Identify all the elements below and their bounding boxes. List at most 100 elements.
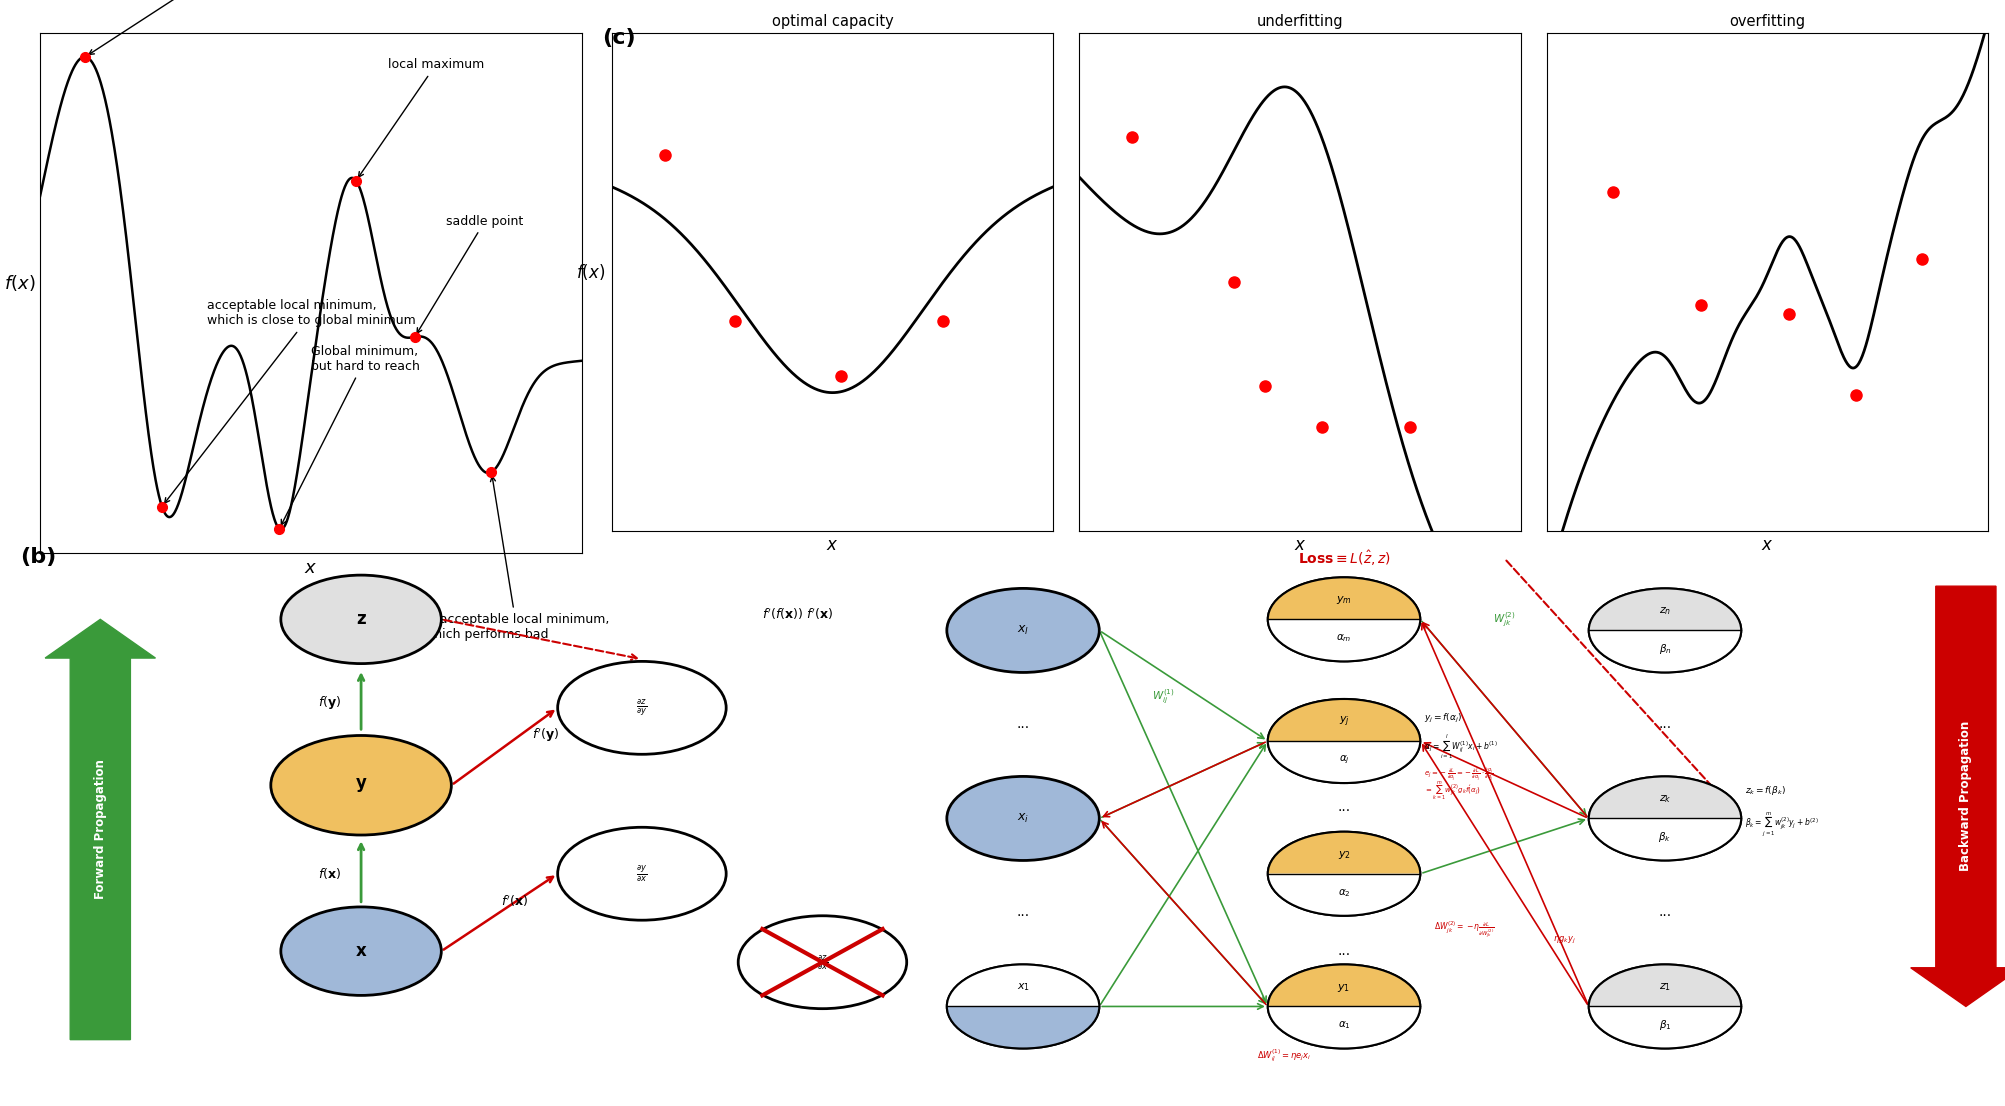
X-axis label: $\mathit{x}$: $\mathit{x}$ <box>1760 536 1772 554</box>
Text: local maximum: local maximum <box>359 59 483 177</box>
Circle shape <box>1267 577 1420 661</box>
Wedge shape <box>1588 776 1740 818</box>
Text: $f'(\mathbf{y})$: $f'(\mathbf{y})$ <box>531 727 557 744</box>
FancyArrow shape <box>1911 586 2005 1006</box>
Text: $g_k = -\frac{\partial L(\hat{z},z)}{\partial \beta_k}$: $g_k = -\frac{\partial L(\hat{z},z)}{\pa… <box>1594 793 1640 811</box>
Text: $x_i$: $x_i$ <box>1017 812 1029 825</box>
Text: $\frac{\partial z}{\partial x}$: $\frac{\partial z}{\partial x}$ <box>816 952 828 972</box>
Circle shape <box>1588 588 1740 672</box>
Text: ...: ... <box>1017 718 1029 731</box>
Text: $e_j = -\frac{\partial L}{\partial \alpha_j} = -\frac{\partial L}{\partial \alph: $e_j = -\frac{\partial L}{\partial \alph… <box>1424 765 1494 783</box>
Wedge shape <box>1588 588 1740 630</box>
Circle shape <box>281 907 441 995</box>
Text: ...: ... <box>1337 945 1349 958</box>
Text: $\beta_k$: $\beta_k$ <box>1658 831 1670 844</box>
Wedge shape <box>1267 577 1420 619</box>
Text: local maximum,
maybe the global maximum: local maximum, maybe the global maximum <box>88 0 351 54</box>
Wedge shape <box>946 964 1099 1006</box>
Wedge shape <box>1267 619 1420 661</box>
Text: $z_k = f(\beta_k)$: $z_k = f(\beta_k)$ <box>1744 784 1784 797</box>
Text: $f'(\mathbf{x})$: $f'(\mathbf{x})$ <box>501 894 527 909</box>
Wedge shape <box>946 1006 1099 1048</box>
Text: $x_l$: $x_l$ <box>1017 624 1029 637</box>
Text: Backward Propagation: Backward Propagation <box>1959 721 1971 872</box>
Text: $\beta_1$: $\beta_1$ <box>1658 1019 1670 1032</box>
Circle shape <box>1267 964 1420 1048</box>
FancyArrow shape <box>46 619 156 1040</box>
Text: $y_j = f(\alpha_j)$: $y_j = f(\alpha_j)$ <box>1424 712 1462 726</box>
Title: optimal capacity: optimal capacity <box>772 14 892 29</box>
Circle shape <box>946 776 1099 860</box>
Circle shape <box>1588 964 1740 1048</box>
Text: $\alpha_m$: $\alpha_m$ <box>1335 633 1351 644</box>
Text: $\eta g_k y_j$: $\eta g_k y_j$ <box>1552 935 1576 946</box>
Text: $x_1$: $x_1$ <box>1017 982 1029 993</box>
Text: $z_1$: $z_1$ <box>1658 982 1670 993</box>
Text: $\frac{\partial y}{\partial x}$: $\frac{\partial y}{\partial x}$ <box>636 864 648 884</box>
Text: $= \sum_{k=1}^m w_{jk}^{(2)} g_k f\'(\alpha_j)$: $= \sum_{k=1}^m w_{jk}^{(2)} g_k f\'(\al… <box>1424 780 1480 802</box>
Text: $\mathbf{Loss} \equiv L(\hat{z}, z)$: $\mathbf{Loss} \equiv L(\hat{z}, z)$ <box>1297 549 1389 568</box>
Wedge shape <box>1267 741 1420 783</box>
Wedge shape <box>1267 964 1420 1006</box>
Text: Global minimum,
but hard to reach: Global minimum, but hard to reach <box>281 345 419 525</box>
Text: $f(\mathbf{x})$: $f(\mathbf{x})$ <box>317 866 341 881</box>
Text: $\beta_n$: $\beta_n$ <box>1658 643 1670 656</box>
Wedge shape <box>1267 832 1420 874</box>
Wedge shape <box>1588 818 1740 860</box>
Text: $\mathbf{z}$: $\mathbf{z}$ <box>355 611 367 628</box>
Text: saddle point: saddle point <box>417 215 523 333</box>
Text: $\mathbf{y}$: $\mathbf{y}$ <box>355 776 367 794</box>
Title: underfitting: underfitting <box>1255 14 1343 29</box>
Text: $\frac{\partial z}{\partial y}$: $\frac{\partial z}{\partial y}$ <box>636 698 648 718</box>
Text: $z_k$: $z_k$ <box>1658 794 1670 805</box>
Circle shape <box>281 575 441 664</box>
Text: $\Delta W_{ij}^{(1)} = \eta e_j x_i$: $\Delta W_{ij}^{(1)} = \eta e_j x_i$ <box>1255 1048 1311 1064</box>
Circle shape <box>1588 776 1740 860</box>
Circle shape <box>1267 832 1420 916</box>
Text: Forward Propagation: Forward Propagation <box>94 760 106 899</box>
Text: $\alpha_2$: $\alpha_2$ <box>1337 887 1349 898</box>
Circle shape <box>738 916 906 1009</box>
Title: overfitting: overfitting <box>1728 14 1804 29</box>
X-axis label: $\mathit{x}$: $\mathit{x}$ <box>1293 536 1305 554</box>
Text: $\beta_k = \sum_{j=1}^m w_{jk}^{(2)} y_j + b^{(2)}$: $\beta_k = \sum_{j=1}^m w_{jk}^{(2)} y_j… <box>1744 810 1819 838</box>
Circle shape <box>557 661 726 754</box>
Text: (b): (b) <box>20 547 56 567</box>
Wedge shape <box>1267 699 1420 741</box>
Y-axis label: $\mathit{f}(\mathit{x})$: $\mathit{f}(\mathit{x})$ <box>575 262 606 282</box>
Text: $\mathbf{x}$: $\mathbf{x}$ <box>355 942 367 960</box>
Text: $y_m$: $y_m$ <box>1335 594 1351 606</box>
Y-axis label: $\mathit{f}(\mathit{x})$: $\mathit{f}(\mathit{x})$ <box>4 273 34 293</box>
Text: $W_{ij}^{(1)}$: $W_{ij}^{(1)}$ <box>1151 688 1175 706</box>
Text: $\alpha_1$: $\alpha_1$ <box>1337 1020 1349 1031</box>
Text: acceptable local minimum,
which is close to global minimum: acceptable local minimum, which is close… <box>164 300 415 503</box>
Text: $W_{jk}^{(2)}$: $W_{jk}^{(2)}$ <box>1492 611 1516 628</box>
Text: ...: ... <box>1337 801 1349 814</box>
Wedge shape <box>1588 630 1740 672</box>
Text: $f'(f(\mathbf{x}))\ f'(\mathbf{x})$: $f'(f(\mathbf{x}))\ f'(\mathbf{x})$ <box>762 606 832 622</box>
Text: ...: ... <box>1658 718 1670 731</box>
Text: $y_j$: $y_j$ <box>1337 714 1349 729</box>
Text: ...: ... <box>1658 906 1670 919</box>
Text: $y_1$: $y_1$ <box>1337 981 1349 993</box>
Circle shape <box>1267 699 1420 783</box>
Circle shape <box>271 735 451 835</box>
Wedge shape <box>1267 1006 1420 1048</box>
Text: $y_2$: $y_2$ <box>1337 848 1349 860</box>
Wedge shape <box>1588 1006 1740 1048</box>
Circle shape <box>557 827 726 920</box>
X-axis label: $\mathit{x}$: $\mathit{x}$ <box>305 559 317 576</box>
Text: $\alpha_j$: $\alpha_j$ <box>1337 753 1349 766</box>
Wedge shape <box>1588 964 1740 1006</box>
Text: unacceptable local minimum,
which performs bad: unacceptable local minimum, which perfor… <box>423 477 610 640</box>
Circle shape <box>946 588 1099 672</box>
Text: $\Delta W_{jk}^{(2)} = -\eta \frac{\partial L}{\partial W_{jk}^{(2)}}$: $\Delta W_{jk}^{(2)} = -\eta \frac{\part… <box>1434 919 1494 939</box>
Text: $\alpha_j = \sum_{i=1}^l W_{ij}^{(1)} x_i + b^{(1)}$: $\alpha_j = \sum_{i=1}^l W_{ij}^{(1)} x_… <box>1424 732 1498 761</box>
Circle shape <box>946 964 1099 1048</box>
X-axis label: $\mathit{x}$: $\mathit{x}$ <box>826 536 838 554</box>
Text: $z_n$: $z_n$ <box>1658 606 1670 617</box>
Text: $f(\mathbf{y})$: $f(\mathbf{y})$ <box>317 693 341 711</box>
Wedge shape <box>1267 874 1420 916</box>
Text: ...: ... <box>1017 906 1029 919</box>
Text: (c): (c) <box>602 28 636 48</box>
